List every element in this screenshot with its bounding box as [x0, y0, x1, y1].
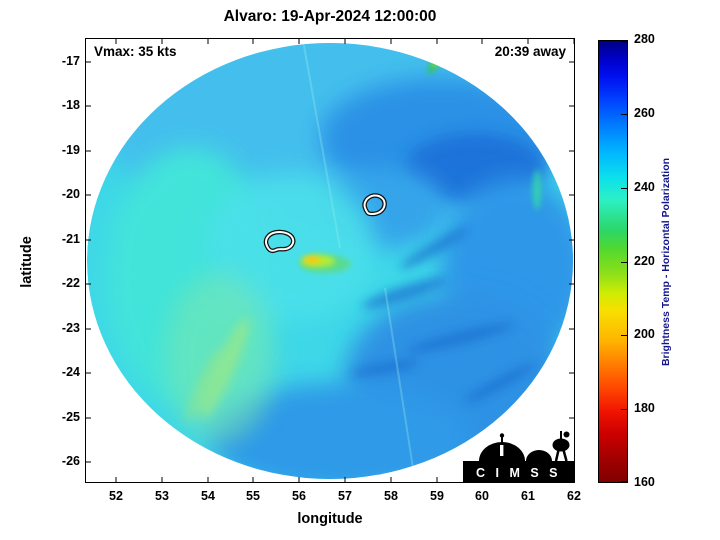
- x-tick-label: 62: [567, 489, 581, 503]
- teal-streak-right-edge: [533, 170, 541, 210]
- temp-contours: [263, 193, 387, 254]
- x-tick-label: 55: [246, 489, 260, 503]
- y-tick-label: -25: [61, 410, 80, 424]
- x-tick-label: 56: [292, 489, 306, 503]
- y-tick-label: -26: [61, 454, 80, 468]
- colorbar-tick-label: 180: [634, 401, 655, 415]
- colorbar-axis-label: Brightness Temp - Horizontal Polarizatio…: [660, 157, 672, 367]
- warm-spot: [299, 255, 351, 273]
- colorbar-tick-label: 160: [634, 475, 655, 489]
- swath-clip-group: [87, 43, 573, 479]
- colorbar-tick: [621, 262, 627, 263]
- colorbar-tick-label: 200: [634, 327, 655, 341]
- x-tick-label: 54: [201, 489, 215, 503]
- colorbar-tick: [621, 335, 627, 336]
- time-away-annotation: 20:39 away: [494, 44, 566, 59]
- scan-seam-lines: [302, 43, 416, 479]
- x-tick-label: 61: [521, 489, 535, 503]
- colorbar-tick: [621, 481, 627, 482]
- x-tick-label: 52: [109, 489, 123, 503]
- colorbar-tick: [621, 188, 627, 189]
- y-tick-label: -19: [61, 143, 80, 157]
- y-tick-label: -17: [61, 54, 80, 68]
- x-tick-label: 57: [338, 489, 352, 503]
- vmax-annotation: Vmax: 35 kts: [94, 44, 177, 59]
- y-tick-label: -20: [61, 187, 80, 201]
- colorbar-tick-label: 240: [634, 180, 655, 194]
- x-tick-label: 59: [430, 489, 444, 503]
- cimss-logo: C I M S S: [463, 431, 574, 483]
- y-tick-label: -23: [61, 321, 80, 335]
- colorbar-tick-label: 220: [634, 254, 655, 268]
- x-axis-label: longitude: [297, 511, 363, 527]
- x-tick-label: 53: [155, 489, 169, 503]
- colorbar-tick-label: 260: [634, 106, 655, 120]
- x-tick-label: 58: [384, 489, 398, 503]
- colorbar-tick: [621, 114, 627, 115]
- y-tick-label: -21: [61, 232, 80, 246]
- colorbar-tick-label: 280: [634, 32, 655, 46]
- y-axis-label: latitude: [19, 236, 35, 288]
- y-tick-label: -22: [61, 276, 80, 290]
- plot-area: C I M S S Vmax: 35 kts 20:39 away: [85, 38, 575, 483]
- y-tick-label: -24: [61, 365, 80, 379]
- swath-image: C I M S S: [85, 38, 575, 483]
- x-tick-label: 60: [475, 489, 489, 503]
- y-tick-label: -18: [61, 98, 80, 112]
- greenish-band-lower-left: [185, 317, 250, 423]
- colorbar-tick: [621, 409, 627, 410]
- plot-title: Alvaro: 19-Apr-2024 12:00:00: [223, 8, 437, 25]
- cimss-logo-text: C I M S S: [476, 466, 561, 480]
- cloud-blobs: [105, 43, 573, 479]
- colorbar-tick: [621, 41, 627, 42]
- dark-blue-wisps: [350, 227, 536, 403]
- axis-tick-marks: [85, 38, 575, 483]
